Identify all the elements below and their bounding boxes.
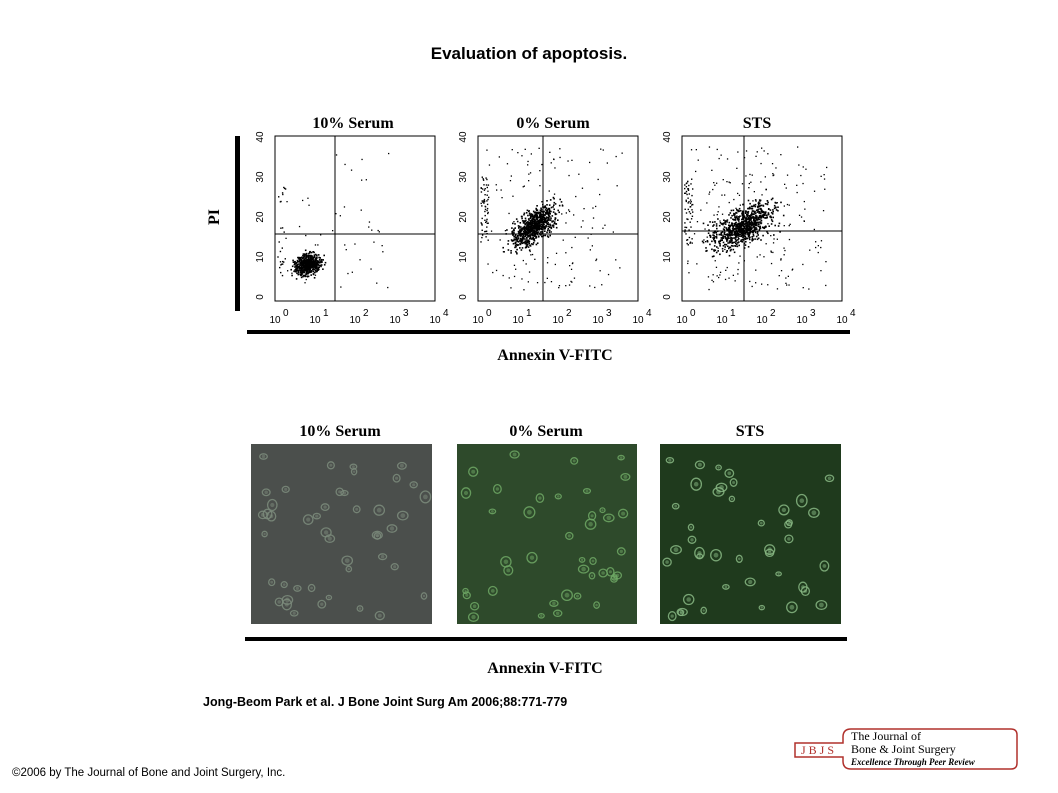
x-tick-label: 10 [472,315,484,326]
y-tick-label: 10 [458,251,469,263]
y-tick-label: 20 [662,211,673,223]
x-tick-label: 10 [592,315,604,326]
y-tick-label: 10 [662,251,673,263]
flow-x-axis-title: Annexin V-FITC [497,347,613,364]
x-tick-exponent: 4 [646,308,652,319]
y-tick-label: 40 [458,131,469,143]
y-tick-label: 30 [662,171,673,183]
citation: Jong-Beom Park et al. J Bone Joint Surg … [203,695,568,709]
x-tick-label: 10 [389,315,401,326]
x-tick-label: 10 [309,315,321,326]
x-tick-exponent: 2 [566,308,572,319]
flow-panel-title: STS [743,115,772,132]
y-tick-label: 40 [662,131,673,143]
micrograph-10-serum [251,444,432,624]
x-tick-exponent: 1 [730,308,736,319]
y-tick-label: 30 [255,171,266,183]
copyright-notice: ©2006 by The Journal of Bone and Joint S… [12,767,286,779]
x-tick-label: 10 [512,315,524,326]
micrograph-0-serum [457,444,637,624]
x-tick-exponent: 0 [486,308,492,319]
y-tick-label: 20 [255,211,266,223]
x-tick-exponent: 2 [770,308,776,319]
x-tick-label: 10 [836,315,848,326]
micro-panel-title: 0% Serum [509,423,583,440]
y-tick-label: 20 [458,211,469,223]
flow-x-axis-bar [247,330,850,334]
x-tick-exponent: 1 [323,308,329,319]
x-tick-label: 10 [349,315,361,326]
x-tick-exponent: 2 [363,308,369,319]
flow-y-axis-title: PI [206,209,223,225]
y-tick-label: 40 [255,131,266,143]
x-tick-label: 10 [429,315,441,326]
slide-title: Evaluation of apoptosis. [430,44,628,63]
x-tick-exponent: 3 [606,308,612,319]
svg-text:Bone & Joint Surgery: Bone & Joint Surgery [851,742,956,756]
x-tick-label: 10 [632,315,644,326]
x-tick-exponent: 4 [443,308,449,319]
micro-panel-title: STS [735,423,765,440]
x-tick-exponent: 3 [403,308,409,319]
flow-panel-title: 10% Serum [312,115,394,132]
micro-x-axis-bar [245,637,847,641]
x-tick-label: 10 [796,315,808,326]
x-tick-exponent: 3 [810,308,816,319]
svg-text:JBJS: JBJS [801,743,837,757]
micro-x-axis-title: Annexin V-FITC [487,660,603,677]
y-tick-label: 10 [255,251,266,263]
x-tick-exponent: 4 [850,308,856,319]
x-tick-label: 10 [716,315,728,326]
svg-text:Excellence Through Peer Review: Excellence Through Peer Review [850,757,976,767]
y-tick-label: 30 [458,171,469,183]
flow-cytometry-figure: 10% Serum 0% Serum STS 01020304010010110… [255,115,856,326]
x-tick-label: 10 [552,315,564,326]
x-tick-label: 10 [756,315,768,326]
micrograph-sts [660,444,841,624]
y-tick-label: 0 [458,294,469,300]
y-tick-label: 0 [255,294,266,300]
x-tick-label: 10 [676,315,688,326]
jbjs-logo: JBJS The Journal of Bone & Joint Surgery… [794,728,1018,770]
micro-panel-title: 10% Serum [299,423,381,440]
svg-text:The Journal of: The Journal of [851,729,921,743]
x-tick-label: 10 [269,315,281,326]
x-tick-exponent: 0 [690,308,696,319]
flow-panel-title: 0% Serum [516,115,590,132]
flow-y-axis-bar [235,136,240,311]
x-tick-exponent: 0 [283,308,289,319]
y-tick-label: 0 [662,294,673,300]
x-tick-exponent: 1 [526,308,532,319]
